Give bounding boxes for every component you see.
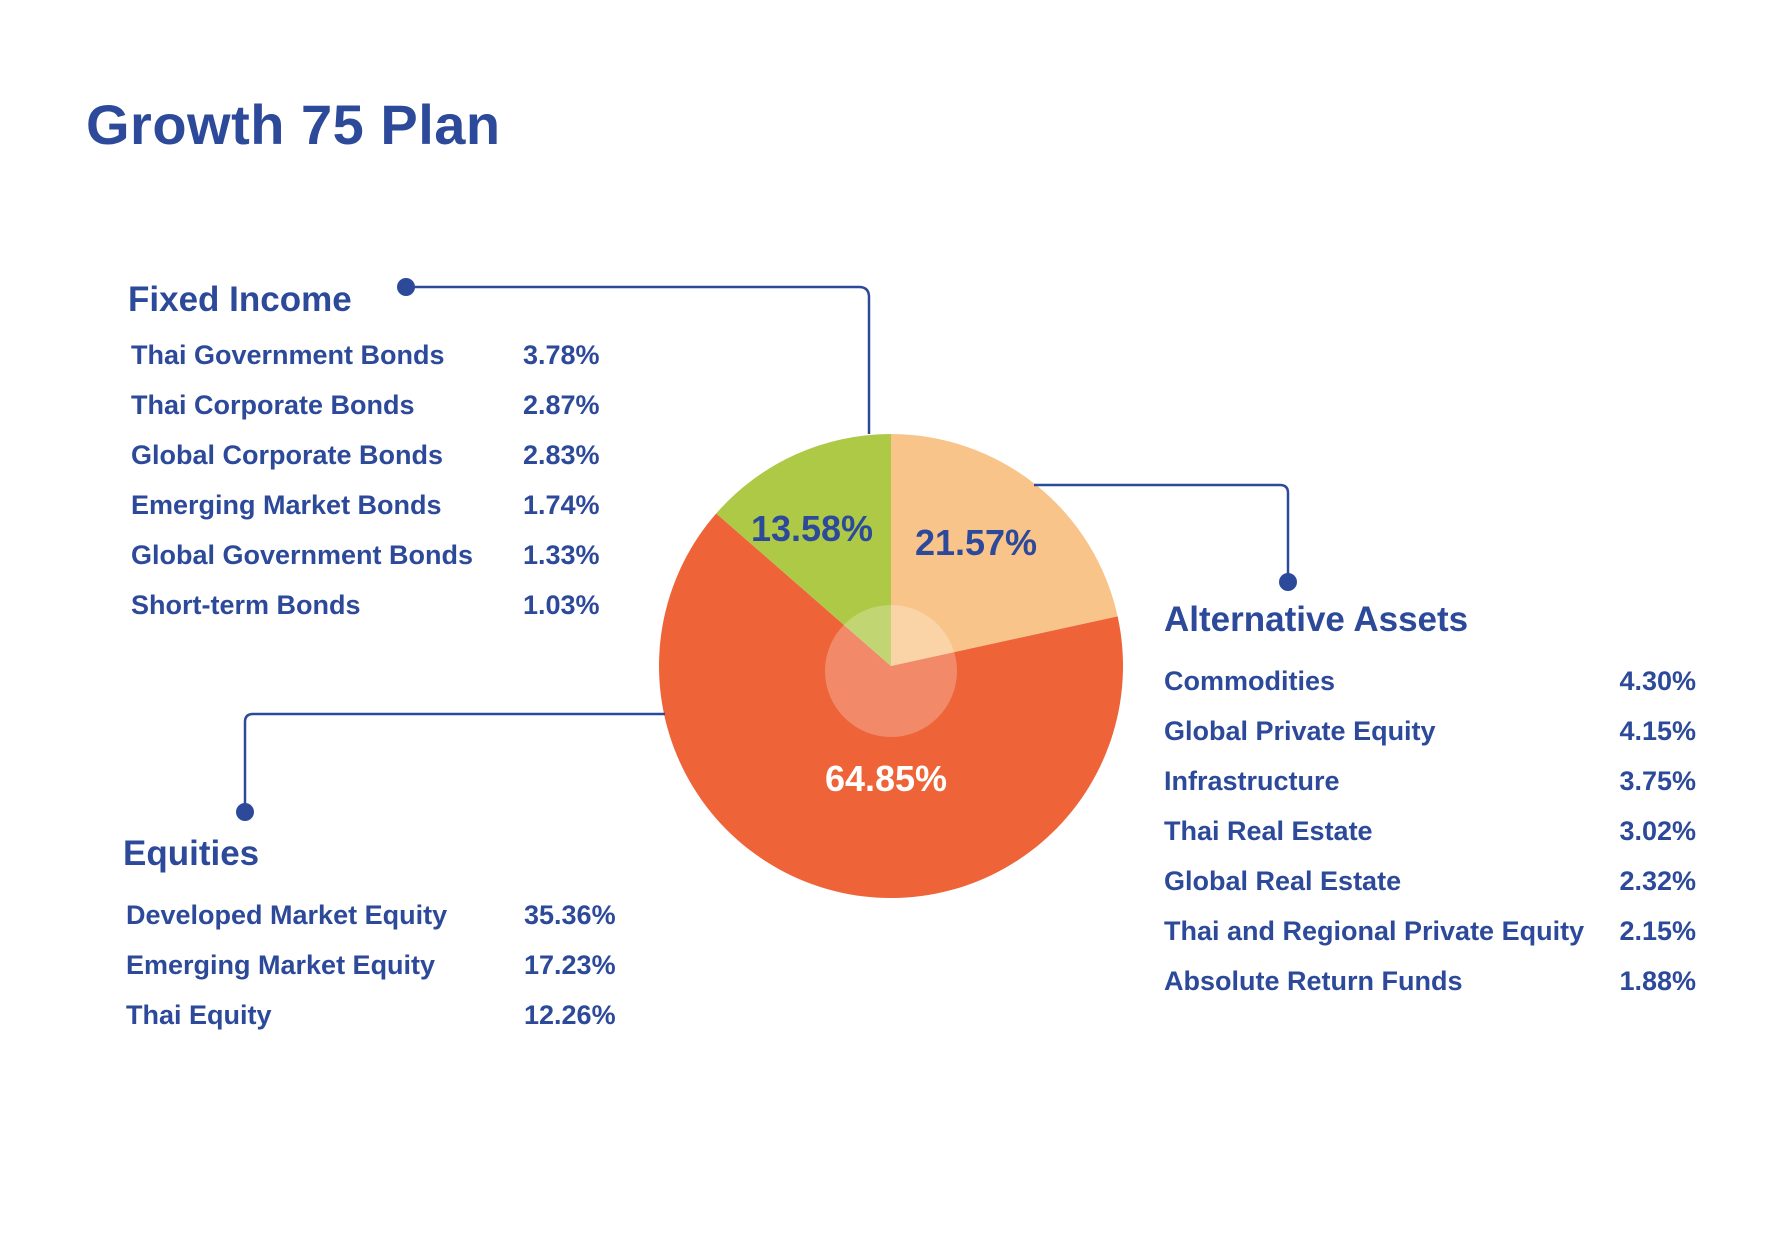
equities-connector [243,712,665,812]
item-value: 1.74% [523,490,600,520]
item-label: Thai Government Bonds [131,340,445,370]
pie-slice-alternative-assets [891,434,1118,666]
pie-label-fixed-income: 13.58% [750,508,874,549]
fixed-income-connector-dot [397,278,415,296]
item-value: 3.02% [1619,816,1696,846]
pie-center-highlight [825,605,957,737]
item-label: Short-term Bonds [131,590,361,620]
item-value: 1.03% [523,590,600,620]
item-value: 1.33% [523,540,600,570]
item-label: Thai Real Estate [1164,816,1373,846]
alternative-connector-dot [1279,573,1297,591]
item-label: Infrastructure [1164,766,1340,796]
item-value: 1.88% [1619,966,1696,996]
item-value: 17.23% [524,950,616,980]
page-title: Growth 75 Plan [86,93,501,156]
item-value: 12.26% [524,1000,616,1030]
item-label: Global Government Bonds [131,540,474,570]
item-label: Global Private Equity [1164,716,1436,746]
fixed-income-heading: Fixed Income [128,280,352,319]
item-value: 3.75% [1619,766,1696,796]
item-value: 2.83% [523,440,600,470]
alternative-heading: Alternative Assets [1164,600,1469,639]
item-label: Commodities [1164,666,1336,696]
fixed-income-connector [406,285,871,434]
item-label: Thai and Regional Private Equity [1164,916,1585,946]
item-value: 2.32% [1619,866,1696,896]
pie-slice-equities [658,513,1123,899]
pie-slice-fixed-income [716,434,891,666]
item-value: 2.15% [1619,916,1696,946]
item-label: Emerging Market Bonds [131,490,442,520]
item-label: Thai Corporate Bonds [131,390,415,420]
item-label: Thai Equity [126,1000,272,1030]
equities-connector-dot [236,803,254,821]
alternative-connector [1034,483,1290,582]
item-value: 35.36% [524,900,616,930]
item-label: Developed Market Equity [126,900,448,930]
item-label: Global Real Estate [1164,866,1402,896]
item-label: Absolute Return Funds [1164,966,1463,996]
item-label: Emerging Market Equity [126,950,436,980]
pie-label-alternative: 21.57% [914,522,1038,563]
item-value: 4.30% [1619,666,1696,696]
equities-heading: Equities [123,834,260,873]
item-label: Global Corporate Bonds [131,440,444,470]
pie-label-equities: 64.85% [824,758,948,799]
item-value: 3.78% [523,340,600,370]
item-value: 4.15% [1619,716,1696,746]
item-value: 2.87% [523,390,600,420]
